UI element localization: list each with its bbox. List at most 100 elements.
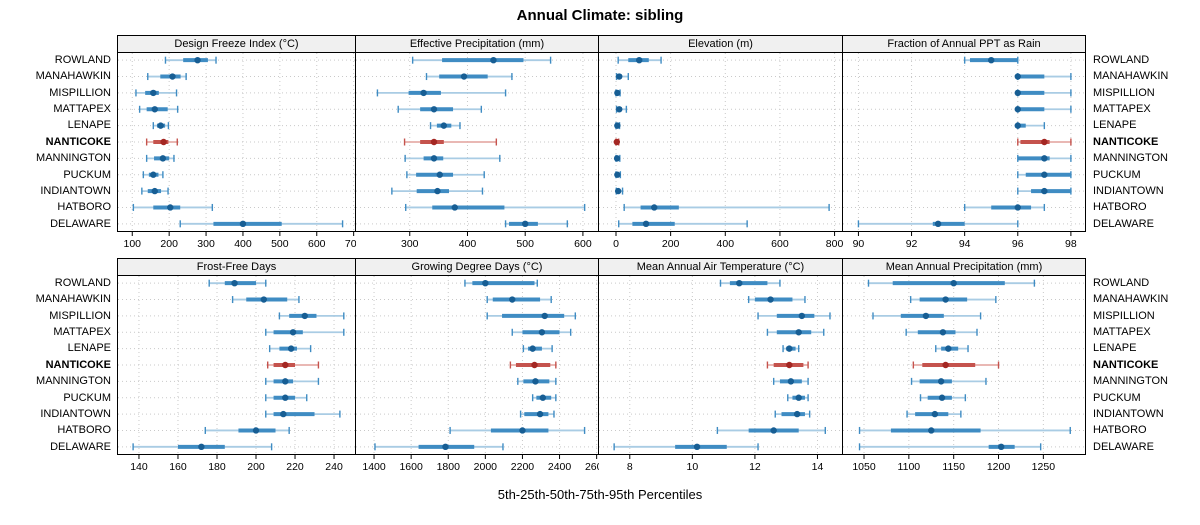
- axis-tick-label: 1200: [987, 461, 1011, 473]
- row-label-nanticoke: NANTICOKE: [1093, 135, 1159, 148]
- axis-tick-label: 1400: [362, 461, 386, 473]
- median-dot: [430, 106, 438, 113]
- row-label-puckum: PUCKUM: [63, 168, 111, 181]
- percentile-row-hatboro: [132, 203, 214, 211]
- percentile-row-mattapex: [511, 328, 572, 336]
- percentile-row-puckum: [531, 394, 557, 402]
- axis-tick-label: 200: [662, 238, 680, 250]
- axis-tick-label: 700: [345, 238, 356, 250]
- axis-tick-label: 98: [1065, 238, 1077, 250]
- median-dot: [160, 138, 167, 146]
- row-label-indiantown: INDIANTOWN: [40, 407, 111, 420]
- row-label-mattapex: MATTAPEX: [53, 103, 111, 116]
- median-dot: [736, 279, 743, 287]
- median-dot: [1014, 89, 1021, 97]
- axis-tick-label: 600: [771, 238, 789, 250]
- percentile-row-mattapex: [397, 105, 483, 113]
- median-dot: [613, 155, 621, 162]
- panel-design-freeze-index-c: Design Freeze Index (°C) 100 200 300 400 500 6…: [117, 35, 356, 255]
- panel-group-bottom: ROWLAND MANAHAWKIN MISPILLION MATTAPEX LENAP…: [0, 258, 1197, 478]
- percentile-row-mannington: [613, 154, 621, 162]
- median-dot: [287, 345, 295, 352]
- median-dot: [490, 56, 497, 64]
- percentile-row-mispillion: [872, 312, 982, 320]
- percentile-row-manahawkin: [1014, 73, 1072, 81]
- panel-plot: 140 160 180 200 220 240: [117, 275, 356, 473]
- median-dot: [614, 122, 621, 129]
- median-dot: [786, 345, 793, 352]
- percentile-row-mattapex: [905, 328, 978, 336]
- panel-plot: 1050 1100 1150 1200 1250: [842, 275, 1086, 473]
- median-dot: [150, 171, 157, 178]
- percentile-row-lenape: [429, 122, 461, 130]
- median-dot: [1014, 204, 1021, 211]
- panel-strip-title: Mean Annual Precipitation (mm): [842, 258, 1086, 275]
- row-label-mannington: MANNINGTON: [1093, 375, 1168, 388]
- median-dot: [282, 394, 289, 401]
- panel-fraction-of-annual-ppt-as-rain: Fraction of Annual PPT as Rain 90 92 94 96 98: [842, 35, 1086, 255]
- percentile-row-manahawkin: [486, 296, 552, 304]
- axis-tick-label: 200: [247, 461, 265, 473]
- percentile-row-manahawkin: [747, 296, 806, 304]
- percentile-row-puckum: [142, 171, 164, 179]
- panel-strip-title: Elevation (m): [598, 35, 843, 52]
- median-dot: [538, 329, 546, 336]
- percentile-row-nanticoke: [766, 361, 809, 369]
- median-dot: [194, 56, 201, 64]
- median-dot: [167, 204, 174, 211]
- median-dot: [282, 378, 289, 385]
- median-dot: [289, 329, 297, 336]
- row-label-puckum: PUCKUM: [1093, 168, 1141, 181]
- panel-plot: 100 200 300 400 500 600 700: [117, 52, 356, 250]
- percentile-row-hatboro: [858, 426, 1071, 434]
- axis-tick-label: 500: [516, 238, 534, 250]
- row-labels-left-top: ROWLAND MANAHAWKIN MISPILLION MATTAPEX LENAP…: [0, 35, 117, 232]
- percentile-row-indiantown: [391, 187, 484, 195]
- axis-tick-label: 2600: [585, 461, 599, 473]
- percentile-row-puckum: [265, 394, 308, 402]
- percentile-row-indiantown: [614, 187, 624, 195]
- median-dot: [795, 329, 802, 336]
- median-dot: [509, 296, 516, 303]
- median-dot: [150, 89, 157, 97]
- percentile-row-indiantown: [519, 410, 555, 418]
- percentile-row-rowland: [208, 279, 267, 287]
- median-dot: [252, 427, 260, 434]
- percentile-row-mispillion: [376, 89, 507, 97]
- percentile-row-nanticoke: [912, 361, 1000, 369]
- percentile-row-lenape: [152, 122, 170, 130]
- median-dot: [1014, 73, 1021, 80]
- median-dot: [767, 296, 774, 303]
- percentile-row-hatboro: [204, 426, 290, 434]
- row-label-puckum: PUCKUM: [1093, 391, 1141, 404]
- percentile-row-mannington: [910, 377, 987, 385]
- panel-strip-title: Frost-Free Days: [117, 258, 356, 275]
- median-dot: [239, 220, 247, 228]
- median-dot: [282, 361, 289, 369]
- axis-tick-label: 100: [123, 238, 141, 250]
- percentile-row-mannington: [1017, 154, 1072, 162]
- row-label-mispillion: MISPILLION: [1093, 86, 1155, 99]
- median-dot: [260, 296, 268, 303]
- percentile-row-manahawkin: [425, 73, 513, 81]
- median-dot: [1041, 171, 1048, 178]
- median-dot: [451, 204, 458, 211]
- median-dot: [793, 410, 801, 418]
- axis-tick-label: 2400: [548, 461, 572, 473]
- axis-tick-label: 0: [613, 238, 619, 250]
- axis-tick-label: 140: [130, 461, 148, 473]
- axis-tick-label: 300: [401, 238, 419, 250]
- row-labels-left-bottom: ROWLAND MANAHAWKIN MISPILLION MATTAPEX LENAP…: [0, 258, 117, 455]
- percentile-row-delaware: [374, 443, 504, 451]
- percentile-row-lenape: [522, 345, 553, 353]
- axis-tick-label: 96: [1012, 238, 1024, 250]
- median-dot: [280, 410, 287, 418]
- row-label-rowland: ROWLAND: [1093, 54, 1150, 66]
- panel-mean-annual-precipitation-mm: Mean Annual Precipitation (mm) 1050 1100 11…: [842, 258, 1086, 478]
- median-dot: [942, 296, 949, 303]
- percentile-row-rowland: [963, 56, 1019, 64]
- row-label-nanticoke: NANTICOKE: [1093, 358, 1159, 371]
- median-dot: [301, 312, 308, 320]
- percentile-row-manahawkin: [615, 73, 629, 81]
